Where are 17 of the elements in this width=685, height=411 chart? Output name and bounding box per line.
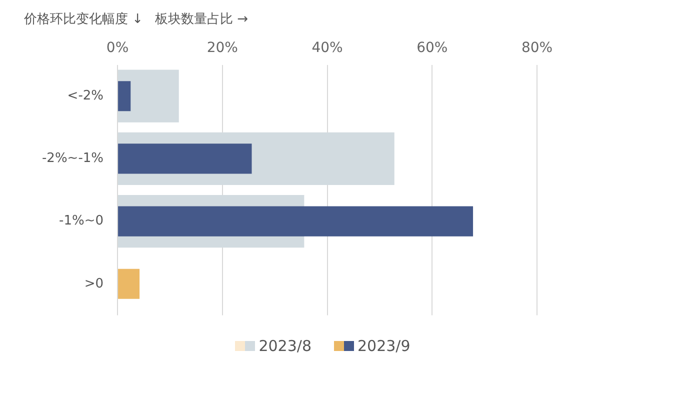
y-axis-title: 价格环比变化幅度 ↓ bbox=[24, 12, 144, 27]
y-tick-label: <-2% bbox=[67, 88, 104, 104]
bar bbox=[118, 81, 131, 112]
legend-label: 2023/8 bbox=[258, 337, 312, 355]
legend-label: 2023/9 bbox=[358, 337, 410, 355]
x-tick-label: 40% bbox=[312, 40, 343, 56]
x-tick-label: 80% bbox=[521, 40, 553, 56]
y-tick-label: -2%~-1% bbox=[42, 151, 104, 166]
x-tick-label: 20% bbox=[206, 40, 238, 56]
bar bbox=[118, 268, 140, 299]
y-tick-label: >0 bbox=[84, 276, 104, 292]
x-tick-label: 60% bbox=[416, 40, 448, 56]
x-axis-title: 板块数量占比 → bbox=[155, 12, 248, 27]
bar bbox=[118, 206, 474, 236]
x-tick-label: 0% bbox=[106, 40, 129, 56]
y-tick-label: -1%~0 bbox=[59, 214, 104, 229]
bar bbox=[118, 144, 252, 174]
